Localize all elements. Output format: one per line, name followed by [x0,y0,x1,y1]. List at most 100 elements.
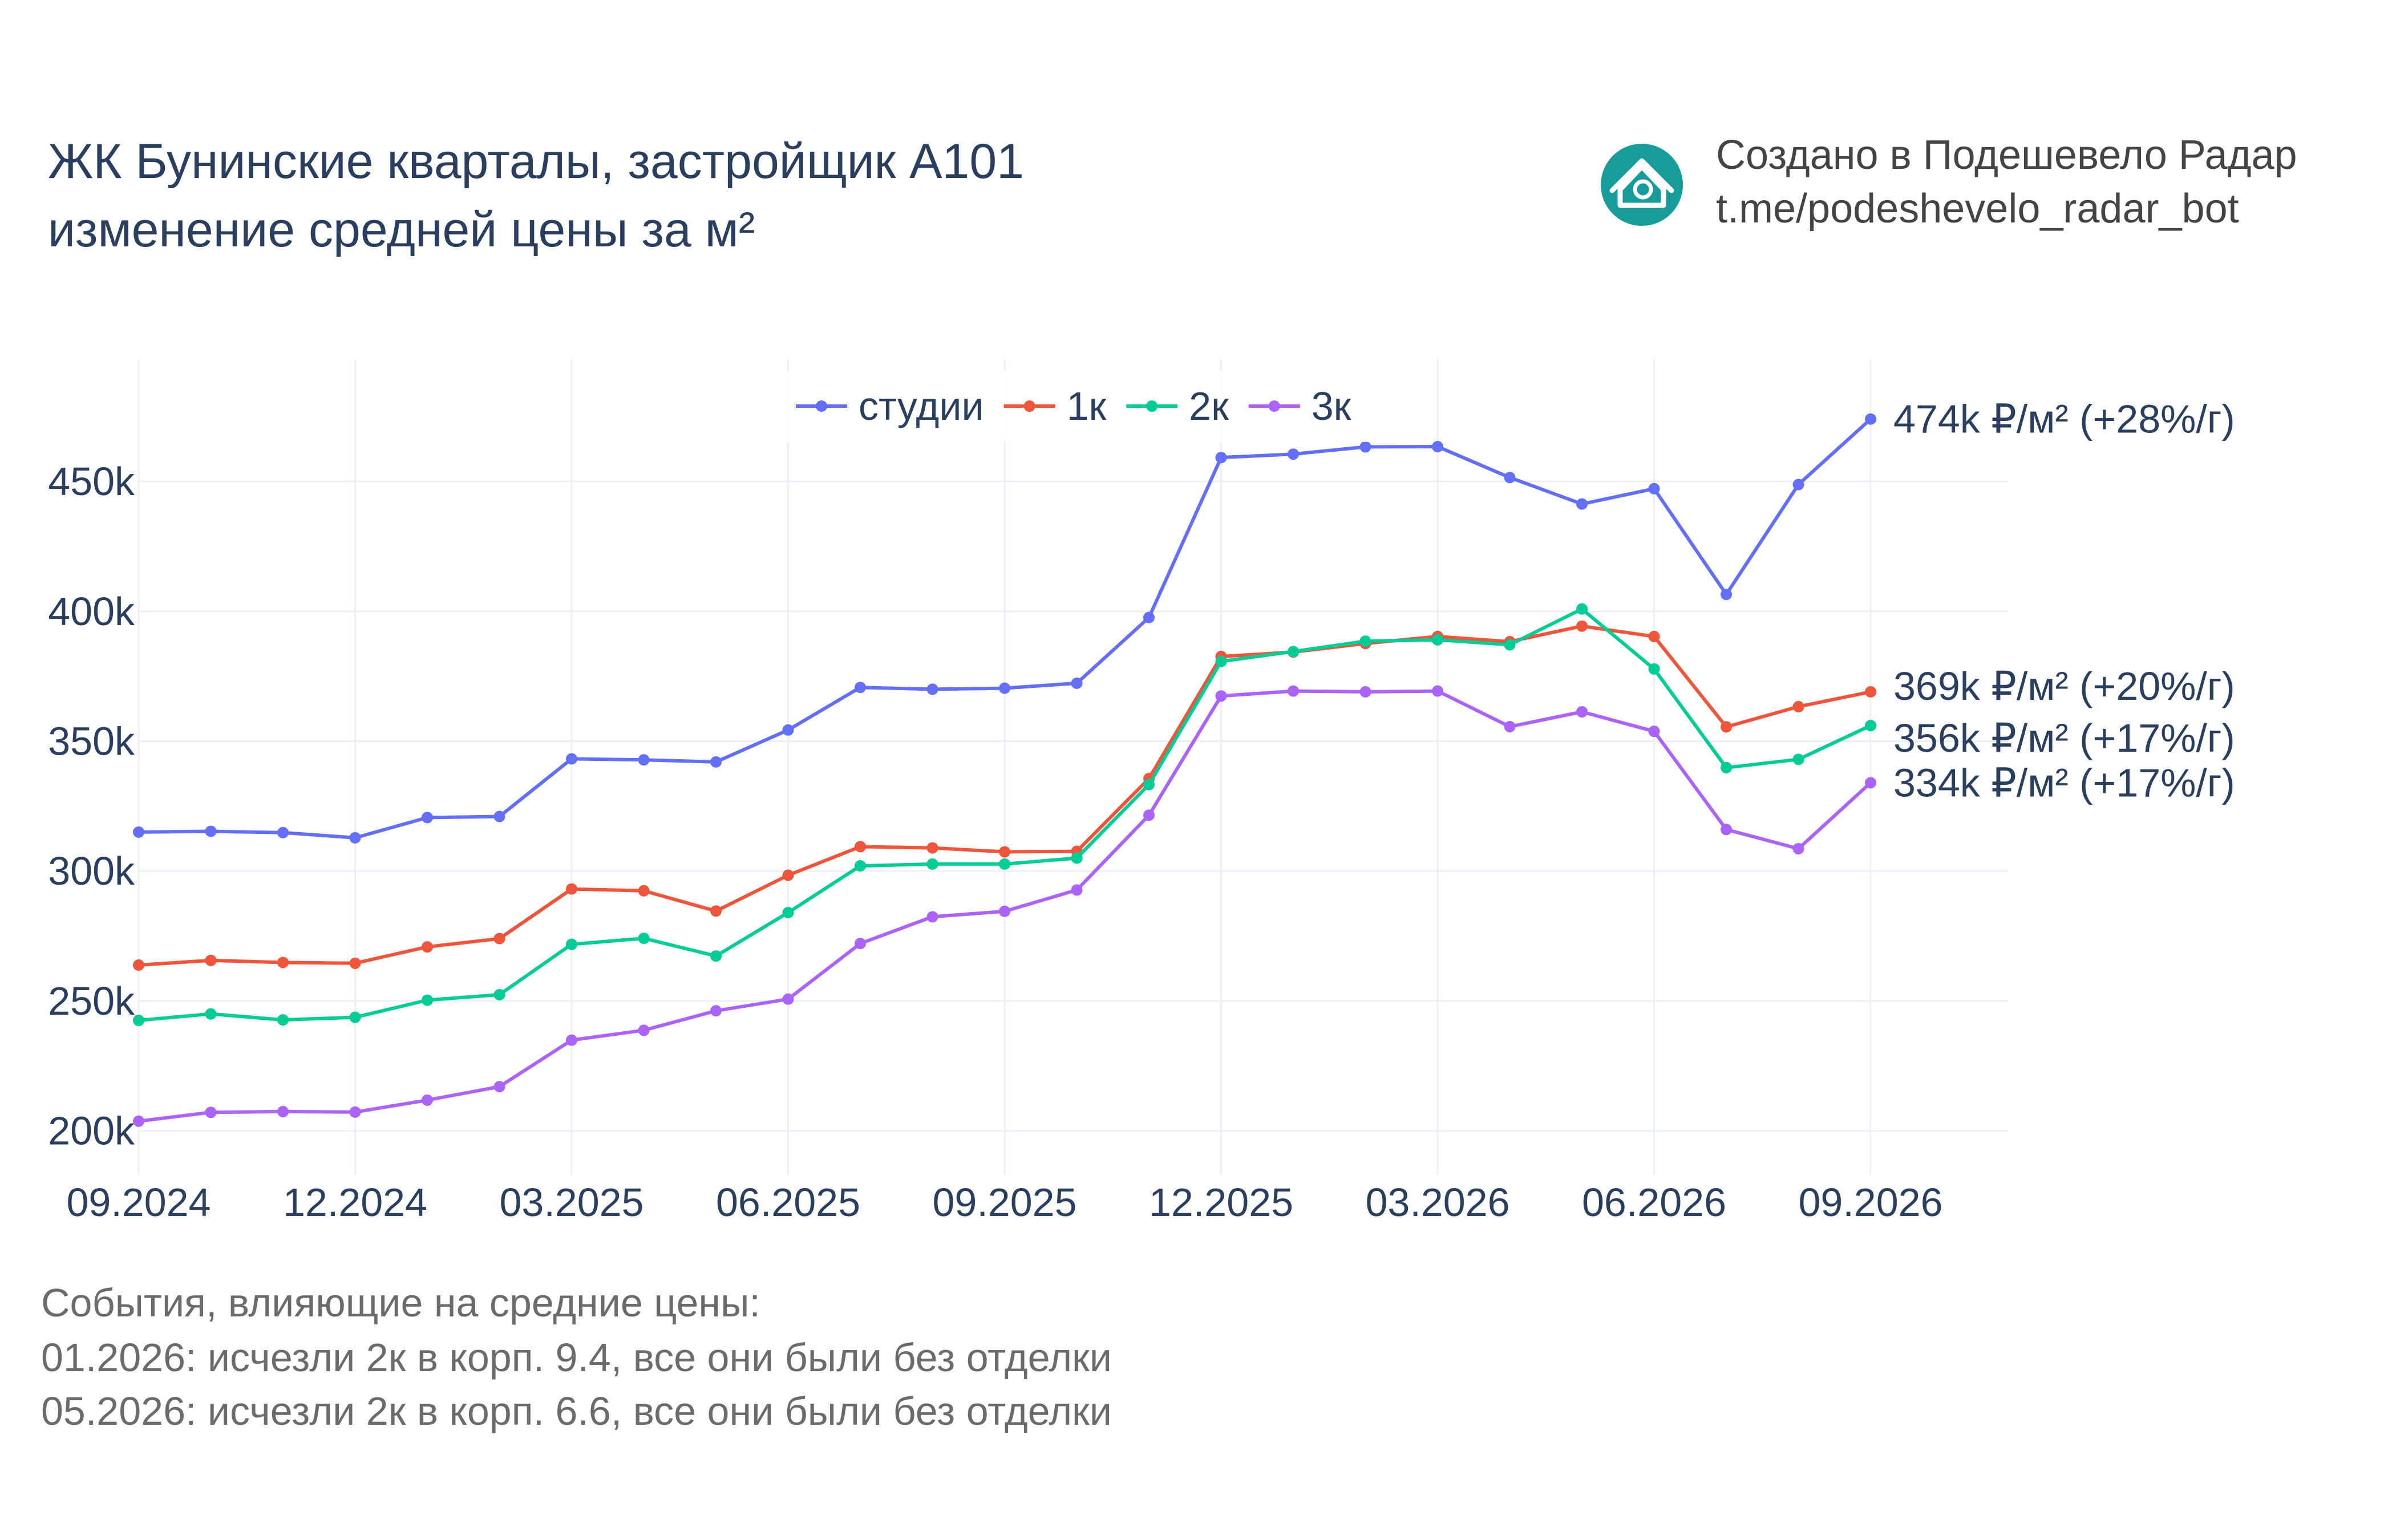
series-end-label: 356k ₽/м² (+17%/г) [1893,716,2235,760]
data-point [349,957,361,969]
data-point [1865,777,1876,789]
house-icon [1601,144,1683,226]
data-point [999,905,1010,917]
chart-title-line1: ЖК Бунинские кварталы, застройщик А101 [48,134,1024,189]
data-point [782,993,794,1005]
y-tick-label: 200k [48,1109,135,1153]
data-point [493,933,505,945]
data-point [999,846,1010,858]
data-point [1359,635,1371,647]
data-point [782,869,794,881]
data-point [999,682,1010,694]
x-tick-label: 09.2024 [66,1180,211,1225]
data-point [349,1011,361,1023]
data-point [782,724,794,736]
data-point [926,858,938,870]
data-point [133,826,144,838]
data-point [133,959,144,971]
data-point [638,933,650,945]
data-point [1721,721,1732,733]
data-point [1215,655,1227,667]
axes: 200k 250k 300k 350k 400k 450k 09.2024 12.2024 03… [48,459,1942,1225]
data-point [349,832,361,844]
data-point [422,812,433,824]
data-point [1504,639,1516,651]
data-point [493,1081,505,1093]
data-point [133,1115,144,1127]
data-point [422,994,433,1006]
data-point [1865,720,1876,732]
data-point [926,842,938,854]
legend-item[interactable]: 3к [1312,384,1351,428]
data-point [277,1105,289,1117]
data-point [1576,620,1588,632]
legend-item[interactable]: 1к [1067,384,1107,428]
data-point [493,810,505,822]
chart-title-line2: изменение средней цены за м² [48,202,755,257]
data-point [493,988,505,1000]
y-tick-label: 300k [48,849,135,893]
legend-marker [1023,400,1035,412]
data-point [566,753,577,765]
data-point [1215,690,1227,702]
event-item: 01.2026: исчезли 2к в корп. 9.4, все они… [41,1335,1112,1380]
series-end-label: 474k ₽/м² (+28%/г) [1893,397,2235,441]
data-point [566,883,577,895]
data-point [422,1094,433,1106]
data-point [1792,753,1804,765]
data-point [1504,472,1516,484]
y-tick-label: 250k [48,979,135,1023]
branding-line1: Создано в Подешевело Радар [1716,132,2297,178]
data-point [1071,677,1083,689]
data-point [710,1005,722,1017]
data-point [1071,852,1083,864]
data-point [277,1014,289,1026]
x-tick-label: 09.2025 [932,1180,1076,1225]
data-point [1215,452,1227,464]
data-point [1432,441,1443,453]
end-labels: 474k ₽/м² (+28%/г) 369k ₽/м² (+20%/г) 356k… [1893,397,2235,805]
legend[interactable]: студии 1к 2к 3к [782,371,1371,442]
data-point [855,860,866,872]
legend-item[interactable]: 2к [1189,384,1229,428]
data-point [1143,809,1155,821]
data-point [205,1008,217,1020]
data-point [926,911,938,923]
legend-item[interactable]: студии [859,384,984,428]
data-point [277,826,289,838]
data-point [1432,634,1443,646]
data-point [1792,479,1804,491]
x-tick-label: 06.2026 [1582,1180,1726,1225]
data-point [422,941,433,953]
data-point [1576,498,1588,510]
data-point [349,1106,361,1118]
x-tick-label: 12.2024 [283,1180,427,1225]
y-tick-label: 450k [48,459,135,504]
data-point [566,938,577,950]
data-point [1648,483,1660,495]
data-point [1288,646,1299,658]
data-point [566,1034,577,1046]
data-point [1721,761,1732,773]
data-point [1071,884,1083,896]
data-point [1721,824,1732,836]
data-point [1792,843,1804,854]
data-point [855,938,866,950]
data-point [926,683,938,695]
branding-line2[interactable]: t.me/podeshevelo_radar_bot [1716,186,2239,232]
data-point [999,858,1010,870]
data-point [710,905,722,917]
data-point [1504,720,1516,732]
legend-marker [1268,400,1280,412]
events-heading: События, влияющие на средние цены: [41,1280,760,1325]
data-point [1865,413,1876,425]
data-point [1576,603,1588,615]
data-point [1576,706,1588,718]
data-point [1648,726,1660,737]
y-tick-label: 350k [48,719,135,763]
x-tick-label: 03.2026 [1365,1180,1509,1225]
legend-marker [816,400,827,412]
data-point [1432,685,1443,697]
data-point [1288,448,1299,460]
